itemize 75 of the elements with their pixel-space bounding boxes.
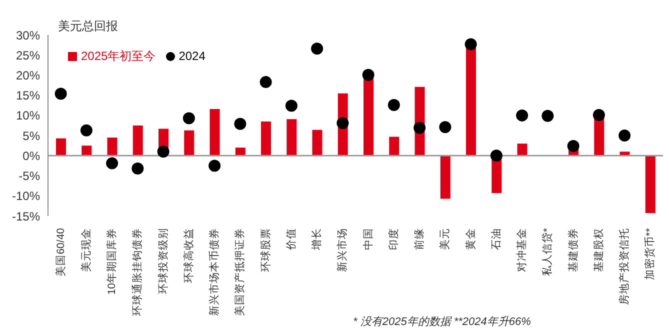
text: * 没有2025年的数据 **2024年升66% xyxy=(353,314,531,329)
x-tick-label: 加密货币** xyxy=(643,228,656,280)
x-tick-label: 前缘 xyxy=(412,228,426,250)
x-tick-label: 增长 xyxy=(310,228,324,251)
y-tick-label: 5% xyxy=(22,128,40,143)
point xyxy=(516,109,528,122)
x-tick-label: 美元 xyxy=(438,228,452,250)
point xyxy=(285,100,298,112)
point xyxy=(362,68,374,81)
y-tick-label: 10% xyxy=(16,108,40,123)
point xyxy=(592,109,605,122)
point xyxy=(234,118,246,130)
x-tick-label: 环球投资级别 xyxy=(156,228,170,294)
bar xyxy=(235,148,246,156)
x-tick-label: 新兴市场 xyxy=(336,228,349,272)
x-tick-label: 黄金 xyxy=(464,228,477,250)
x-tick-label: 环球高收益 xyxy=(182,228,195,283)
legend-label: 2025年初至今 xyxy=(81,49,156,63)
point xyxy=(54,88,67,100)
x-tick-label: 价值 xyxy=(285,228,298,251)
x-tick-label: 基建股权 xyxy=(592,228,605,272)
point xyxy=(80,124,92,136)
y-tick-label: 20% xyxy=(16,68,40,82)
bar xyxy=(517,144,528,156)
bar xyxy=(645,156,656,214)
x-tick-label: 环球通胀挂钩债券 xyxy=(130,228,144,316)
point xyxy=(182,112,195,124)
legend-label: 2024 xyxy=(178,49,206,63)
x-tick-label: 10年期国库券 xyxy=(105,228,118,295)
bar xyxy=(132,126,143,156)
point xyxy=(132,162,144,175)
point xyxy=(464,38,477,50)
bar xyxy=(82,146,92,156)
point xyxy=(336,117,349,130)
y-tick-label: -5% xyxy=(18,169,40,184)
bar xyxy=(210,109,220,156)
x-tick-label: 新兴市场本币债券 xyxy=(208,228,221,316)
x-tick-label: 美国资产抵押证券 xyxy=(233,228,246,316)
x-tick-label: 环球股票 xyxy=(258,228,272,272)
x-tick-label: 中国 xyxy=(361,228,374,250)
bar xyxy=(389,136,400,156)
point xyxy=(157,146,170,158)
point xyxy=(490,150,502,162)
bar xyxy=(312,130,322,156)
x-tick-label: 房地产投资信托 xyxy=(618,228,631,305)
bar xyxy=(56,138,66,156)
x-tick-label: 基建债券 xyxy=(566,228,580,272)
point xyxy=(388,98,400,111)
bar xyxy=(286,119,297,156)
point xyxy=(618,130,631,142)
chart-title: 美元总回报 xyxy=(58,18,118,35)
y-tick-label: 15% xyxy=(16,88,40,103)
point xyxy=(414,122,426,134)
y-tick-label: -10% xyxy=(12,189,40,204)
point xyxy=(567,140,580,152)
x-tick-label: 石油 xyxy=(489,228,502,250)
point xyxy=(439,121,452,134)
y-tick-label: -15% xyxy=(12,209,40,224)
bar xyxy=(261,121,271,156)
point xyxy=(208,160,221,172)
y-tick-label: 25% xyxy=(16,48,40,62)
y-tick-label: 30% xyxy=(16,28,40,42)
point xyxy=(106,157,118,170)
x-tick-label: 对冲基金 xyxy=(515,228,528,272)
bar xyxy=(107,138,118,156)
x-tick-label: 印度 xyxy=(386,228,400,250)
point xyxy=(260,76,272,88)
point xyxy=(542,110,554,122)
bar xyxy=(184,130,194,156)
x-tick-label: 美国60/40 xyxy=(54,228,67,276)
x-tick-label: 美元现金 xyxy=(79,228,92,272)
point xyxy=(311,42,324,55)
y-tick-label: 0% xyxy=(22,148,40,163)
x-tick-label: 私人信贷* xyxy=(540,228,554,276)
bar xyxy=(440,156,450,199)
